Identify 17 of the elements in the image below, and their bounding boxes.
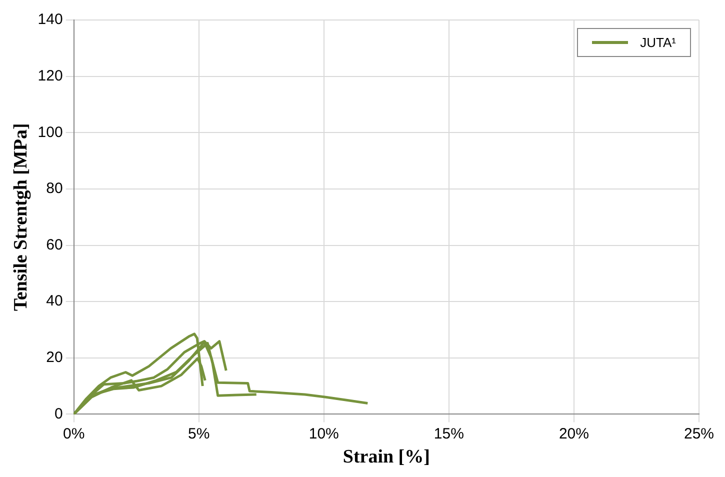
x-tick-label: 0% [62, 425, 85, 442]
y-tick-label: 80 [46, 180, 63, 198]
x-tick-label: 10% [308, 425, 339, 442]
x-tick-label: 5% [188, 425, 210, 442]
x-tick-label: 15% [434, 425, 464, 442]
x-tick-label: 20% [558, 425, 589, 442]
y-tick-label: 120 [38, 67, 63, 84]
y-tick-label: 100 [38, 124, 63, 141]
y-tick-label: 20 [46, 349, 63, 366]
y-tick-label: 140 [38, 11, 63, 28]
y-tick-label: 0 [54, 405, 63, 422]
x-axis-title: Strain [%] [342, 446, 430, 468]
y-axis-title: Tensile Strentgh [MPa] [10, 123, 32, 312]
y-tick-label: 60 [46, 236, 63, 254]
y-tick-label: 40 [46, 292, 63, 310]
x-tick-label: 25% [684, 425, 714, 442]
legend-label: JUTA¹ [640, 35, 676, 50]
